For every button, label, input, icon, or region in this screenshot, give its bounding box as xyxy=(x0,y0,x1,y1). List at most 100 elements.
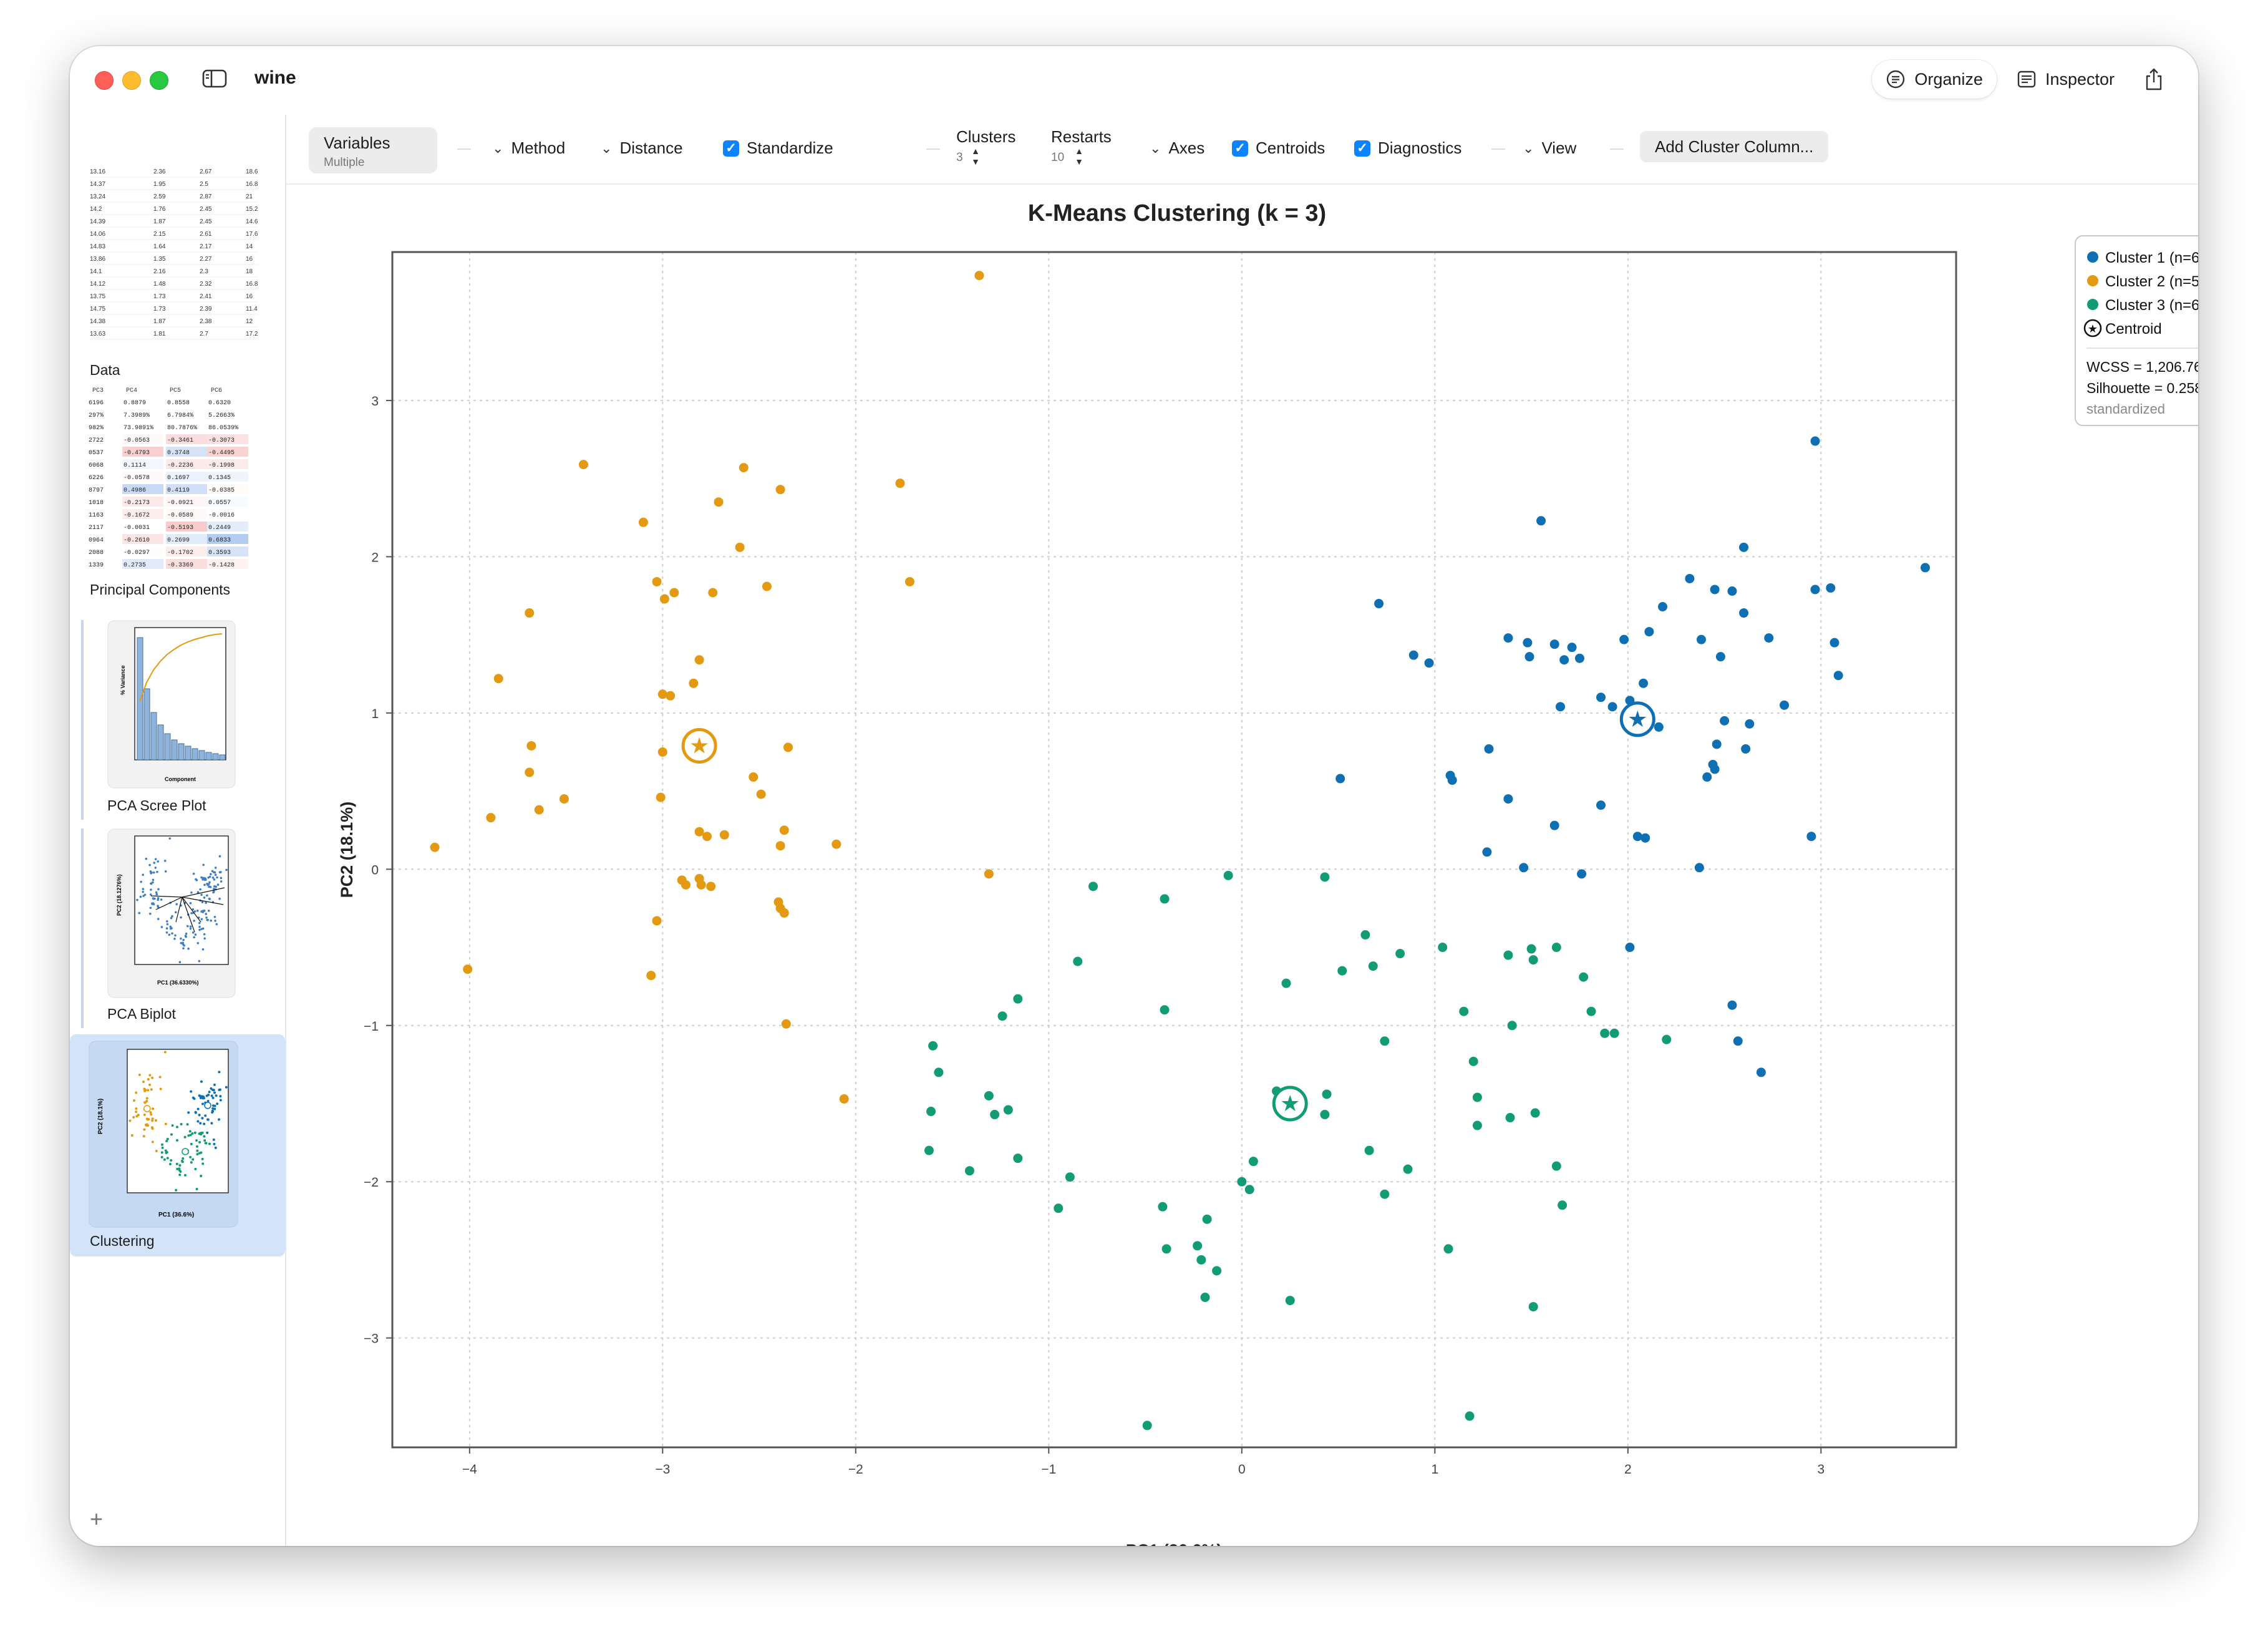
chevron-down-icon: ⌄ xyxy=(1150,140,1161,156)
y-tick-label: 3 xyxy=(371,394,379,409)
inspector-button[interactable]: Inspector xyxy=(2003,60,2128,99)
cluster-1-point xyxy=(1658,602,1668,612)
biplot-point xyxy=(157,918,160,920)
share-button[interactable] xyxy=(2135,60,2173,99)
x-tick-label: −1 xyxy=(1041,1462,1056,1477)
distance-menu[interactable]: ⌄ Distance xyxy=(601,138,683,158)
thumb-point xyxy=(151,1076,154,1079)
pc-cell: 1018 xyxy=(89,500,104,507)
cluster-1-point xyxy=(1447,775,1457,785)
cluster-3-point xyxy=(1065,1172,1075,1182)
sidebar-toggle-icon[interactable] xyxy=(202,69,227,89)
biplot-point xyxy=(160,926,163,928)
svg-text:Component: Component xyxy=(165,776,196,782)
biplot-point xyxy=(208,898,211,900)
thumb-point xyxy=(132,1115,135,1119)
biplot-point xyxy=(180,937,182,940)
axes-menu[interactable]: ⌄ Axes xyxy=(1150,138,1204,158)
thumb-point xyxy=(130,1134,133,1137)
biplot-point xyxy=(205,901,207,904)
sidebar-item-data[interactable]: 13.16 2.36 2.67 18.6 14.37 1.95 2.5 16.8 13.24 2.… xyxy=(70,115,285,383)
pc-cell: 6196 xyxy=(89,400,104,407)
cluster-3-point xyxy=(1459,1006,1469,1016)
diagnostics-checkbox[interactable]: ✓ Diagnostics xyxy=(1354,138,1461,158)
cluster-1-point xyxy=(1556,702,1566,712)
data-cell: 17.6 xyxy=(246,231,258,238)
add-cluster-column-button[interactable]: Add Cluster Column... xyxy=(1640,131,1829,162)
pc-cell: -0.0563 xyxy=(124,437,150,444)
cluster-1-point xyxy=(1374,599,1384,609)
cluster-3-point xyxy=(1281,978,1291,988)
data-cell: 13.63 xyxy=(90,331,105,338)
sidebar-item-principal-components[interactable]: PC3 PC4 PC5 PC6 6196 0.8879 0.8558 0.6320 297% 7.… xyxy=(70,383,285,598)
cluster-3-point xyxy=(1003,1105,1013,1115)
cluster-2-point xyxy=(430,842,440,852)
pc-cell: 6.7984% xyxy=(167,412,193,419)
stepper-arrows-icon[interactable]: ▲ ▼ xyxy=(971,146,980,167)
pc-cell: 0.1697 xyxy=(167,475,190,482)
y-tick-label: −1 xyxy=(364,1019,379,1034)
pc-cell-shade xyxy=(166,559,207,569)
biplot-point xyxy=(198,925,201,928)
thumb-point xyxy=(195,1139,198,1142)
cluster-2-point xyxy=(652,576,662,586)
data-cell: 14.12 xyxy=(90,281,105,288)
close-window-button[interactable] xyxy=(95,71,114,90)
biplot-point xyxy=(220,877,223,880)
cluster-2-centroid xyxy=(681,727,717,764)
biplot-point xyxy=(178,961,182,964)
pc-cell: 0.6833 xyxy=(208,537,231,544)
zoom-window-button[interactable] xyxy=(150,71,168,90)
stepper-arrows-icon[interactable]: ▲ ▼ xyxy=(1075,146,1083,167)
method-menu[interactable]: ⌄ Method xyxy=(492,138,565,158)
biplot-point xyxy=(218,897,221,900)
data-cell: 14.83 xyxy=(90,243,105,250)
cluster-1-point xyxy=(1739,608,1749,618)
pc-cell: 0.2735 xyxy=(124,562,146,569)
minimize-window-button[interactable] xyxy=(122,71,141,90)
thumb-point xyxy=(135,1091,138,1094)
pc-cell: -0.0031 xyxy=(124,525,150,532)
cluster-1-point xyxy=(1810,436,1820,446)
sidebar-item-pca-biplot[interactable]: PC2 (18.1276%) PC1 (36.6330%) PCA Biplot xyxy=(70,828,285,1032)
cluster-1-point xyxy=(1632,832,1642,842)
centroids-checkbox[interactable]: ✓ Centroids xyxy=(1232,138,1325,158)
checkbox-checked-icon: ✓ xyxy=(723,140,739,157)
biplot-point xyxy=(149,912,152,915)
biplot-point xyxy=(168,837,172,840)
cluster-2-point xyxy=(762,581,772,591)
cluster-3-point xyxy=(1468,1056,1478,1066)
kmeans-scatter-chart[interactable]: K-Means Clustering (k = 3) −4 −3 −2 −1 0 1 2 3−… xyxy=(286,185,2198,1546)
sidebar-item-clustering[interactable]: PC2 (18.1%) PC1 (36.6%) Clustering xyxy=(70,1034,285,1256)
star-icon: ★ xyxy=(1627,707,1647,732)
biplot-point xyxy=(165,927,168,930)
sidebar-item-pca-scree-plot[interactable]: % Variance Component PCA Scree Plot xyxy=(70,620,285,823)
thumb-point xyxy=(187,1111,190,1114)
thumb-point xyxy=(211,1096,215,1099)
cluster-3-point xyxy=(1285,1296,1295,1306)
biplot-point xyxy=(214,873,217,877)
view-menu[interactable]: ⌄ View xyxy=(1523,138,1576,158)
pc-header-cell: PC6 xyxy=(211,387,222,394)
data-cell: 14.39 xyxy=(90,218,105,225)
thumb-point xyxy=(190,1161,193,1164)
cluster-1-point xyxy=(1549,639,1559,649)
pc-header: PC3 PC4 PC5 PC6 xyxy=(92,387,222,394)
data-cell: 14.6 xyxy=(246,218,258,225)
biplot-point xyxy=(213,890,215,893)
toolbar-separator xyxy=(1610,148,1624,150)
biplot-point xyxy=(203,937,206,940)
standardize-checkbox[interactable]: ✓ Standardize xyxy=(723,138,833,158)
add-sheet-button[interactable]: + xyxy=(90,1506,104,1532)
centroids: ★ ★ ★ xyxy=(681,701,1655,1122)
pc-cell-shade xyxy=(207,447,248,457)
data-cell: 13.86 xyxy=(90,256,105,263)
pc-table-preview: PC3 PC4 PC5 PC6 6196 0.8879 0.8558 0.6320 297% 7.… xyxy=(89,387,248,569)
variables-selector[interactable]: Variables Multiple xyxy=(309,127,437,173)
pc-cell-shade xyxy=(207,472,248,482)
data-cell: 2.87 xyxy=(200,193,212,200)
data-cell: 16.8 xyxy=(246,281,258,288)
cluster-3-point xyxy=(1551,943,1561,953)
thumb-point xyxy=(212,1089,215,1092)
organize-button[interactable]: Organize xyxy=(1872,60,1997,99)
